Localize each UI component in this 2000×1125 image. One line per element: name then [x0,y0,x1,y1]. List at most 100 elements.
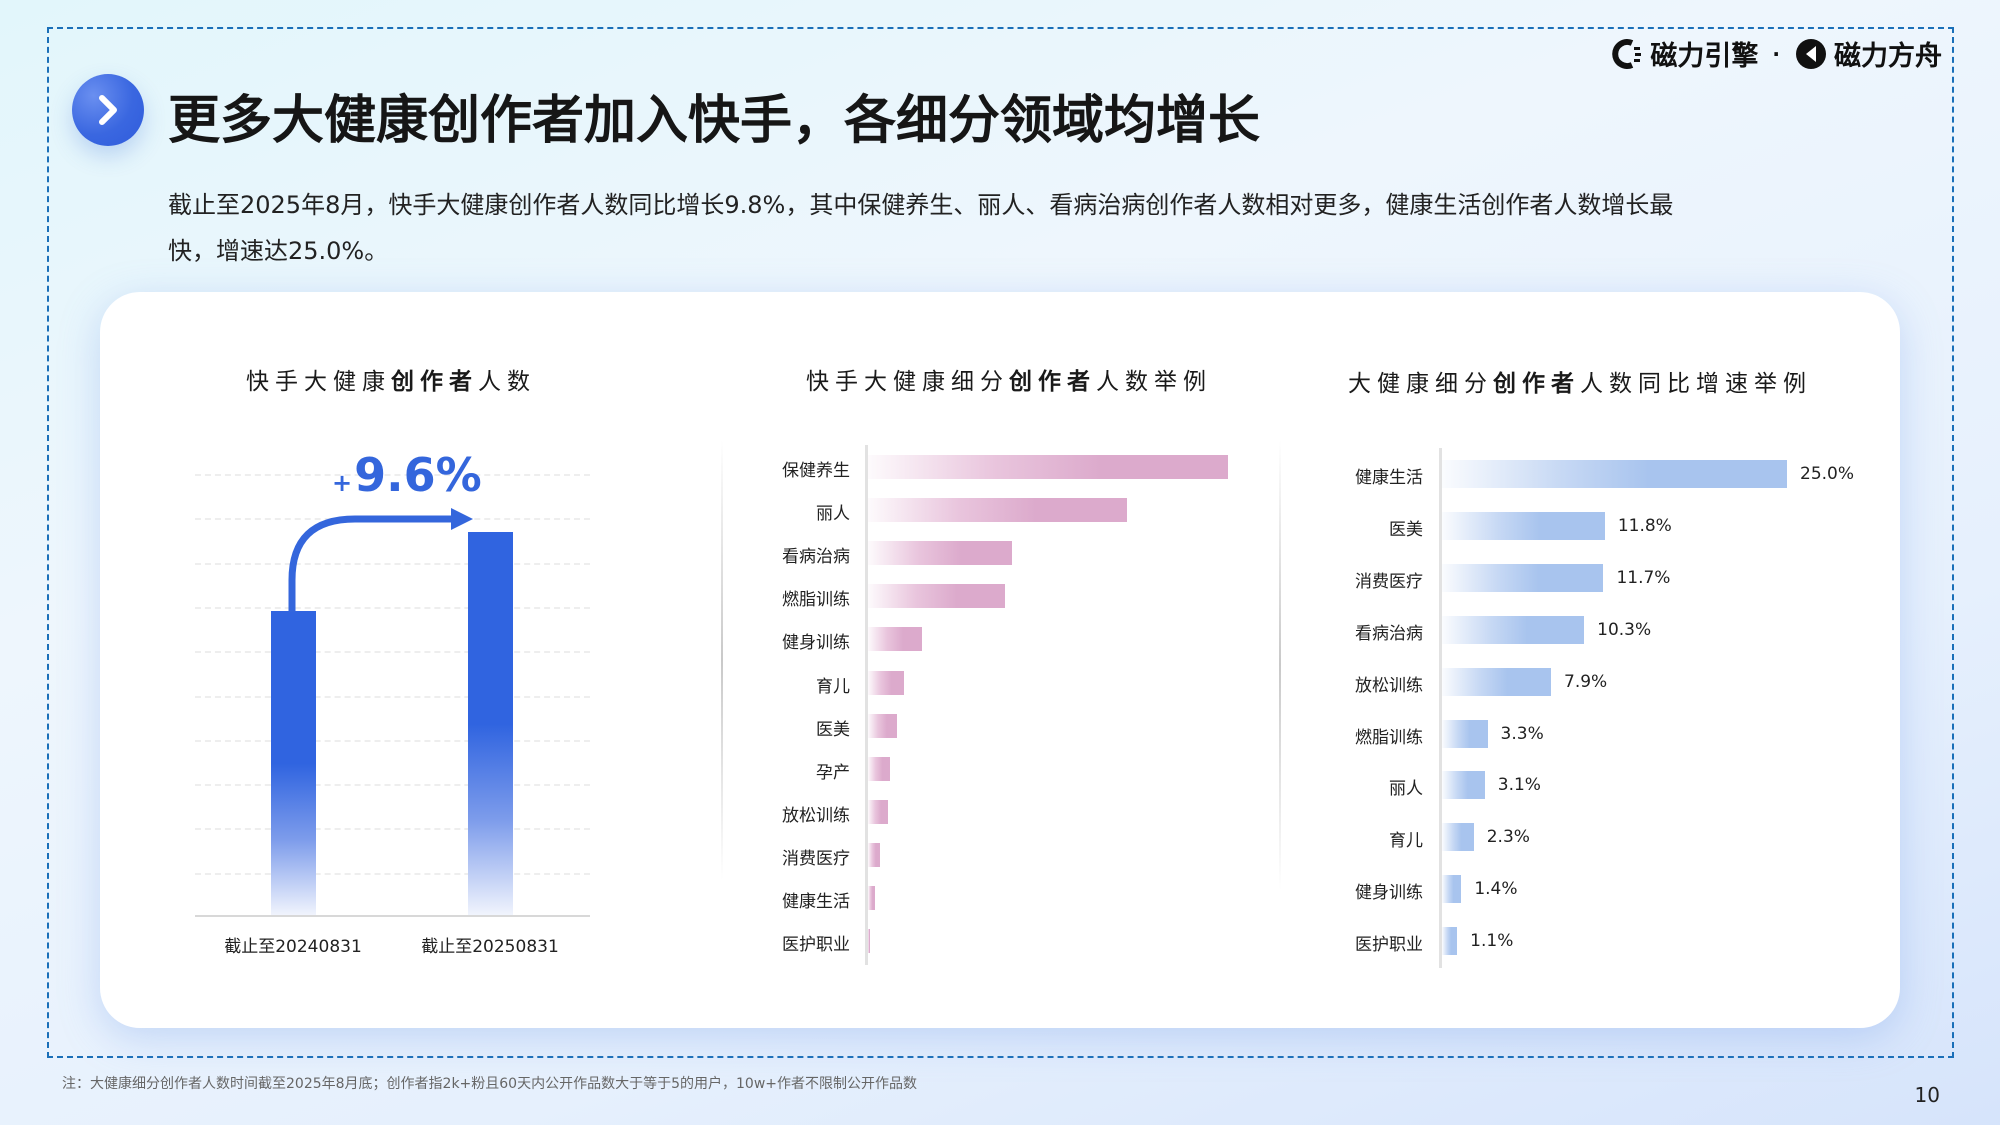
x-axis-label: 截止至20240831 [224,937,362,957]
horizontal-bar [868,713,897,738]
category-label: 医护职业 [782,935,850,956]
category-label: 健康生活 [782,892,850,912]
category-label: 放松训练 [1355,675,1423,696]
value-label: 3.1% [1497,775,1541,796]
title-badge [72,74,144,146]
page-number: 10 [1914,1083,1940,1107]
value-label: 1.4% [1474,879,1518,900]
horizontal-bar [868,541,1012,566]
charts-card [100,292,1900,1028]
grid-line [195,784,590,787]
category-label: 看病治病 [1355,623,1423,644]
horizontal-bar [1442,927,1458,956]
growth-prefix: + [332,469,353,497]
category-label: 孕产 [816,762,850,783]
chart1-title-pre: 快手大健康 [246,369,391,395]
category-label: 消费医疗 [782,848,850,869]
brand-logos: 磁力引擎 · 磁力方舟 [1610,34,1942,73]
horizontal-bar [868,670,904,695]
category-label: 丽人 [1389,779,1423,800]
chart3-title-bold: 创作者 [1493,371,1580,397]
chart1-baseline [195,915,590,917]
category-label: 消费医疗 [1355,571,1423,592]
chart-separator [1279,440,1281,890]
grid-line [195,651,590,654]
horizontal-bar [1442,563,1604,592]
logo1-text: 磁力引擎 [1650,41,1759,72]
page-title: 更多大健康创作者加入快手，各细分领域均增长 [168,91,1261,151]
horizontal-bar [1442,615,1585,644]
category-label: 丽人 [816,504,850,525]
page-frame [47,27,1954,1058]
value-label: 2.3% [1486,827,1530,848]
growth-label: +9.6% [332,448,482,502]
chart3-title-pre: 大健康细分 [1348,371,1493,397]
value-label: 7.9% [1564,671,1608,692]
chart1-title: 快手大健康创作者人数 [246,362,536,396]
category-label: 保健养生 [782,461,850,481]
value-label: 11.8% [1617,515,1672,536]
growth-value: 9.6% [354,448,482,502]
horizontal-bar [868,842,880,867]
category-label: 燃脂训练 [1355,727,1423,748]
category-label: 放松训练 [782,805,850,826]
chart2-title: 快手大健康细分创作者人数举例 [806,362,1212,396]
cili-engine-logo-icon [1612,38,1642,69]
vertical-bar [468,532,513,916]
horizontal-bar [1442,511,1605,540]
category-label: 医护职业 [1355,935,1423,956]
page-subtitle: 截止至2025年8月，快手大健康创作者人数同比增长9.8%，其中保健养生、丽人、… [168,191,1674,265]
value-label: 3.3% [1500,723,1544,744]
category-label: 健身训练 [1355,883,1423,904]
chart2-axis [865,445,868,965]
category-label: 育儿 [816,676,850,697]
logo2-text: 磁力方舟 [1834,41,1942,72]
x-axis-label: 截止至20250831 [421,937,559,957]
chart3-title: 大健康细分创作者人数同比增速举例 [1348,364,1812,398]
chevron-right-icon [99,95,117,125]
category-label: 健康生活 [1355,468,1423,488]
horizontal-bar [1442,875,1462,904]
category-label: 看病治病 [782,547,850,568]
horizontal-bar [1442,823,1474,852]
value-label: 11.7% [1616,567,1671,588]
horizontal-bar [1442,771,1485,800]
vertical-bar [271,611,316,916]
logo-separator: · [1772,41,1780,66]
category-label: 医美 [816,719,850,740]
horizontal-bar [868,455,1228,479]
horizontal-bar [868,929,870,954]
category-label: 健身训练 [782,633,850,654]
horizontal-bar [868,799,888,824]
grid-line [195,606,590,609]
grid-line [195,872,590,875]
value-label: 25.0% [1800,464,1855,484]
grid-line [195,739,590,742]
horizontal-bar [868,886,876,910]
grid-line [195,828,590,831]
category-label: 育儿 [1389,831,1423,852]
horizontal-bar [1442,719,1488,748]
horizontal-bar [868,498,1128,523]
grid-line [195,562,590,565]
chart2-title-pre: 快手大健康细分 [806,369,1009,395]
chart1-title-post: 人数 [478,369,536,395]
horizontal-bar [868,756,890,781]
chart3-axis [1439,448,1442,968]
horizontal-bar [1442,667,1552,696]
horizontal-bar [868,584,1005,609]
chart2-title-bold: 创作者 [1009,369,1096,395]
horizontal-bar [868,627,922,652]
category-label: 燃脂训练 [782,590,850,611]
grid-line [195,474,590,476]
value-label: 10.3% [1597,619,1652,640]
chart3-title-post: 人数同比增速举例 [1580,371,1812,397]
category-label: 医美 [1389,519,1423,540]
footnote: 注：大健康细分创作者人数时间截至2025年8月底；创作者指2k+粉且60天内公开… [62,1076,917,1092]
value-label: 1.1% [1470,931,1514,952]
cili-ark-logo-icon [1796,38,1826,69]
horizontal-bar [1442,460,1787,488]
grid-line [195,695,590,698]
chart1-title-bold: 创作者 [391,369,478,395]
